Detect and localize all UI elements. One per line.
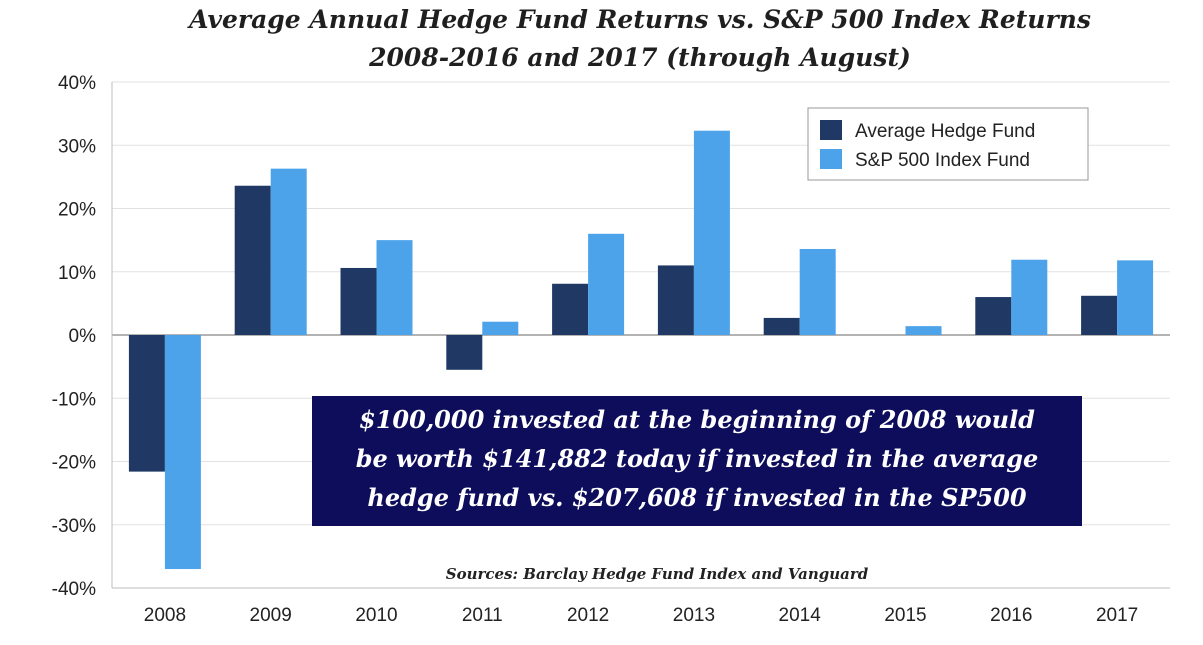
bar-sp500-2017 bbox=[1117, 260, 1154, 335]
y-tick-label: 20% bbox=[58, 200, 96, 221]
y-tick-label: 10% bbox=[58, 263, 96, 284]
bar-hedge-fund-2012 bbox=[552, 283, 589, 335]
y-tick-label: 0% bbox=[69, 326, 97, 347]
y-axis-ticks: 40% 30% 20% 10% 0% -10% -20% -30% -40% bbox=[52, 73, 96, 600]
bar-sp500-2015 bbox=[905, 326, 942, 335]
legend-swatch-hedge-fund bbox=[820, 120, 842, 140]
bar-hedge-fund-2010 bbox=[340, 267, 377, 335]
x-tick-label: 2009 bbox=[250, 605, 292, 626]
legend-swatch-sp500 bbox=[820, 149, 842, 169]
x-tick-label: 2015 bbox=[884, 605, 926, 626]
y-tick-label: 40% bbox=[58, 73, 96, 94]
x-tick-label: 2008 bbox=[144, 605, 186, 626]
source-note: Sources: Barclay Hedge Fund Index and Va… bbox=[446, 565, 869, 583]
bar-sp500-2011 bbox=[482, 321, 519, 335]
y-tick-label: -20% bbox=[52, 453, 96, 474]
annotation-line-1: $100,000 invested at the beginning of 20… bbox=[359, 405, 1035, 434]
y-tick-label: 30% bbox=[58, 136, 96, 157]
annotation-line-3: hedge fund vs. $207,608 if invested in t… bbox=[367, 483, 1026, 512]
bar-sp500-2013 bbox=[693, 130, 730, 335]
bar-sp500-2009 bbox=[270, 168, 307, 335]
bar-hedge-fund-2016 bbox=[975, 297, 1012, 335]
chart-title-line-1: Average Annual Hedge Fund Returns vs. S&… bbox=[187, 5, 1091, 34]
legend-label-sp500: S&P 500 Index Fund bbox=[855, 150, 1030, 171]
x-tick-label: 2010 bbox=[355, 605, 397, 626]
bar-hedge-fund-2011 bbox=[446, 335, 483, 370]
x-tick-label: 2011 bbox=[462, 605, 503, 626]
bar-sp500-2008 bbox=[164, 335, 201, 570]
y-tick-label: -40% bbox=[52, 579, 96, 600]
x-tick-label: 2012 bbox=[567, 605, 609, 626]
annotation-line-2: be worth $141,882 today if invested in t… bbox=[356, 444, 1039, 473]
bar-sp500-2012 bbox=[588, 233, 625, 335]
bar-hedge-fund-2013 bbox=[657, 265, 694, 335]
bar-hedge-fund-2014 bbox=[763, 317, 800, 335]
legend: Average Hedge Fund S&P 500 Index Fund bbox=[807, 107, 1089, 181]
bar-sp500-2014 bbox=[799, 248, 836, 335]
legend-label-hedge-fund: Average Hedge Fund bbox=[855, 121, 1035, 142]
x-tick-label: 2016 bbox=[990, 605, 1032, 626]
legend-box bbox=[807, 107, 1089, 181]
x-tick-label: 2017 bbox=[1096, 605, 1138, 626]
bar-hedge-fund-2017 bbox=[1081, 295, 1118, 335]
annotation-box: $100,000 invested at the beginning of 20… bbox=[312, 396, 1082, 526]
bar-sp500-2016 bbox=[1011, 259, 1048, 335]
x-tick-label: 2013 bbox=[673, 605, 715, 626]
bars bbox=[128, 130, 1154, 570]
bar-hedge-fund-2009 bbox=[234, 185, 271, 335]
chart-title-line-2: 2008-2016 and 2017 (through August) bbox=[368, 43, 911, 72]
bar-hedge-fund-2008 bbox=[128, 335, 165, 472]
x-axis-ticks: 2008 2009 2010 2011 2012 2013 2014 2015 2016 2017 bbox=[144, 605, 1138, 626]
bar-sp500-2010 bbox=[376, 240, 413, 335]
x-tick-label: 2014 bbox=[779, 605, 822, 626]
y-tick-label: -10% bbox=[52, 389, 96, 410]
y-tick-label: -30% bbox=[52, 516, 96, 537]
annotation-background bbox=[312, 396, 1082, 526]
